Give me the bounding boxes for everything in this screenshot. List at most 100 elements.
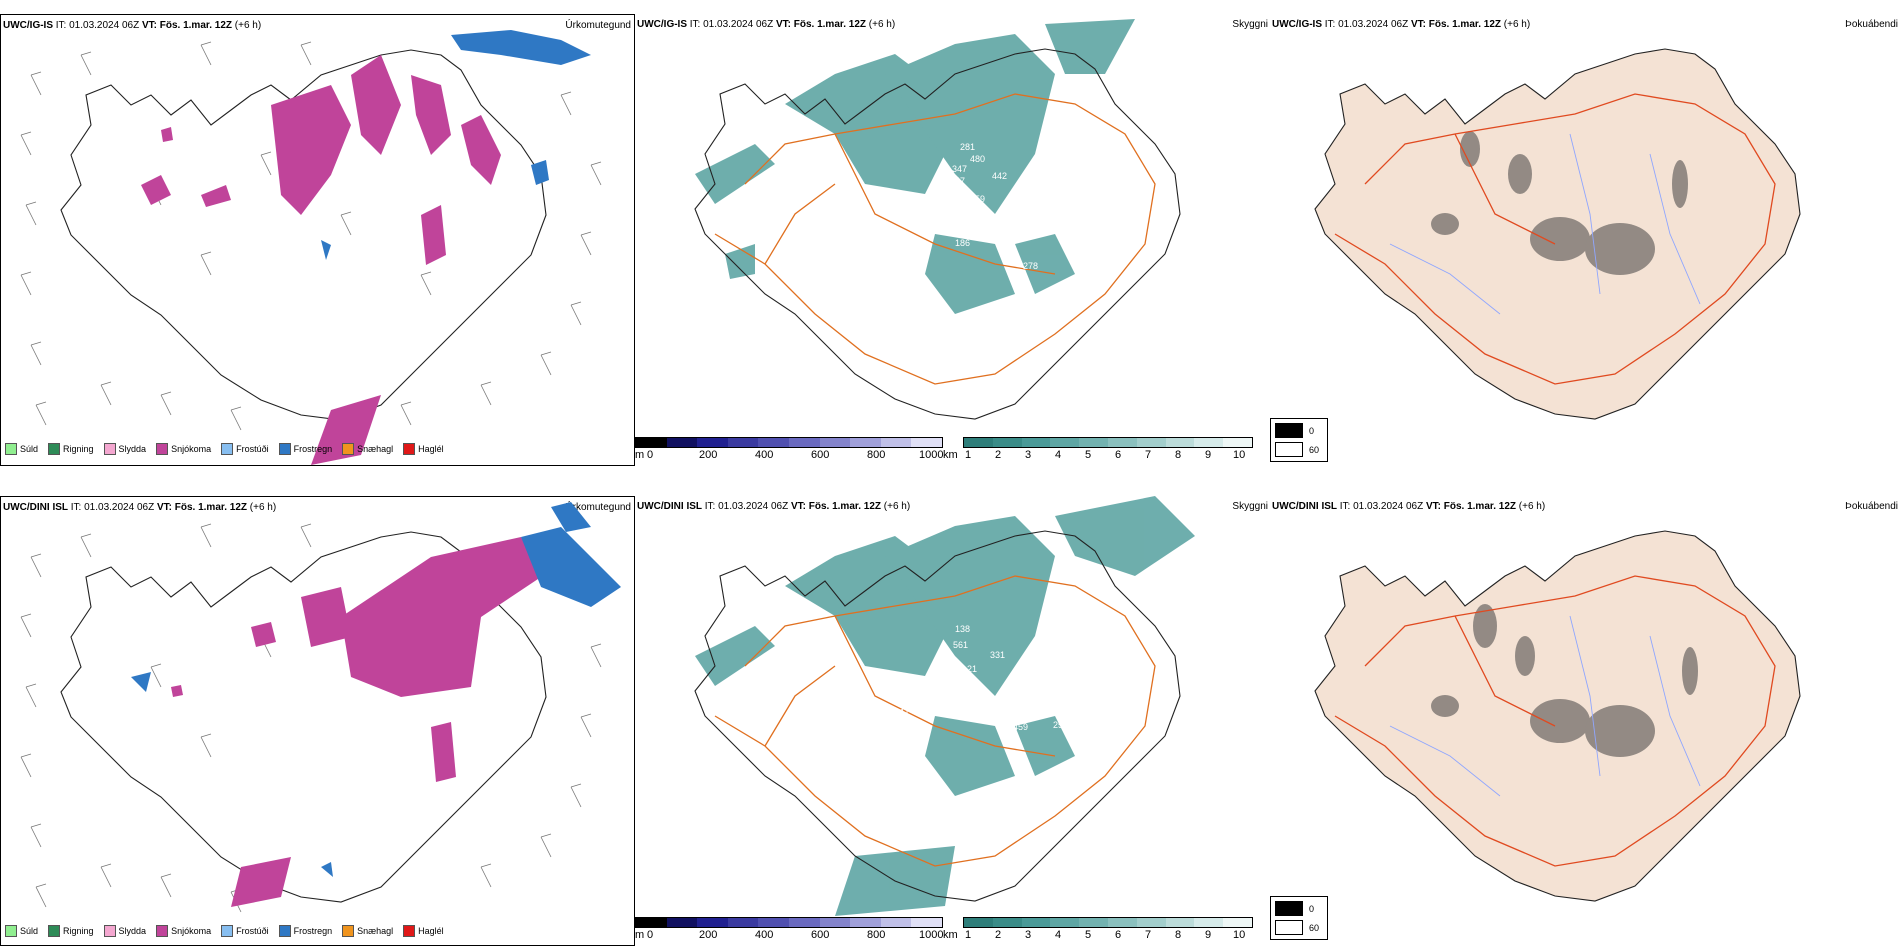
- svg-text:442: 442: [992, 171, 1007, 181]
- legend-swatch: [156, 925, 169, 937]
- legend-swatch: [103, 925, 116, 937]
- legend-item-snjokoma: Snjókoma: [156, 925, 211, 937]
- svg-text:210: 210: [1045, 678, 1060, 688]
- panel-title: UWC/IG-IS IT: 01.03.2024 06Z VT: Fös. 1.…: [637, 19, 896, 30]
- visibility-map: 138 561 331 21 289 210 205 211 459 252 1…: [694, 496, 1200, 916]
- legend-item-frostregn: Frostregn: [278, 443, 332, 455]
- svg-text:561: 561: [953, 640, 968, 650]
- fog-key: 0 60: [1270, 896, 1328, 940]
- iceland-outline: [694, 530, 1181, 902]
- rivers: [1389, 133, 1701, 315]
- legend-swatch: [48, 925, 61, 937]
- freezing-rain-areas: [321, 30, 591, 260]
- legend-swatch: [5, 443, 17, 455]
- svg-text:28: 28: [1185, 646, 1195, 656]
- legend-item-rigning: Rigning: [48, 443, 94, 455]
- precip-legend: Súld Rigning Slydda Snjókoma Frostúði Fr…: [5, 925, 444, 937]
- svg-text:188: 188: [895, 243, 910, 253]
- legend-item-frostudi: Frostúði: [221, 925, 269, 937]
- cloudbase-colorbar: m 0 200 400 600 800 1000: [635, 917, 943, 945]
- precip-legend: Súld Rigning Slydda Snjókoma Frostúði Fr…: [5, 443, 444, 455]
- svg-text:281: 281: [960, 142, 975, 152]
- legend-item-sudd: Súld: [5, 443, 38, 455]
- svg-text:21: 21: [967, 664, 977, 674]
- svg-text:331: 331: [990, 650, 1005, 660]
- svg-text:211: 211: [895, 707, 909, 717]
- precip-map: [20, 30, 602, 465]
- panel-type-label: Þokuábendi: [1845, 19, 1898, 30]
- panel-type-label: Skyggni: [1232, 501, 1268, 512]
- legend-swatch: [103, 443, 116, 455]
- svg-text:472: 472: [1185, 633, 1200, 643]
- fog-shading: [1431, 131, 1688, 275]
- legend-item-slydda: Slydda: [103, 443, 146, 455]
- cloudbase-unit: m: [635, 929, 645, 941]
- visibility-panel-top: UWC/IG-IS IT: 01.03.2024 06Z VT: Fös. 1.…: [635, 14, 1270, 466]
- legend-swatch: [156, 443, 169, 455]
- fog-shading: [1431, 604, 1698, 757]
- cloudbase-colorbar: m 0 200 400 600 800 1000: [635, 437, 943, 465]
- svg-text:459: 459: [1013, 722, 1028, 732]
- svg-text:121: 121: [1093, 261, 1108, 271]
- fog-key-swatch: [1275, 442, 1303, 457]
- svg-text:122: 122: [1115, 721, 1130, 731]
- freezing-rain-areas: [131, 502, 621, 877]
- panel-title: UWC/DINI ISL IT: 01.03.2024 06Z VT: Fös.…: [1272, 501, 1546, 512]
- panel-title: UWC/IG-IS IT: 01.03.2024 06Z VT: Fös. 1.…: [3, 20, 262, 31]
- visibility-colorbar: km 1 2 3 4 5 6 7 8 9 10: [943, 437, 1253, 465]
- svg-text:205: 205: [957, 702, 972, 712]
- legend-swatch: [403, 925, 416, 937]
- legend-swatch: [221, 443, 234, 455]
- panel-title: UWC/DINI ISL IT: 01.03.2024 06Z VT: Fös.…: [3, 502, 277, 513]
- legend-swatch: [342, 443, 355, 455]
- svg-text:278: 278: [1023, 261, 1038, 271]
- visibility-panel-bottom: UWC/DINI ISL IT: 01.03.2024 06Z VT: Fös.…: [635, 496, 1270, 946]
- legend-item-slydda: Slydda: [103, 925, 146, 937]
- svg-text:289: 289: [1059, 664, 1074, 674]
- legend-item-rigning: Rigning: [48, 925, 94, 937]
- panel-type-label: Þokuábendi: [1845, 501, 1898, 512]
- legend-item-snaehagl: Snæhagl: [342, 443, 393, 455]
- iceland-outline: [694, 48, 1181, 420]
- legend-item-frostregn: Frostregn: [278, 925, 332, 937]
- visibility-colorbar: km 1 2 3 4 5 6 7 8 9 10: [943, 917, 1253, 945]
- legend-item-frostudi: Frostúði: [221, 443, 269, 455]
- svg-text:31: 31: [911, 384, 921, 394]
- svg-text:547: 547: [950, 176, 965, 186]
- legend-item-sudd: Súld: [5, 925, 38, 937]
- svg-text:252: 252: [1053, 720, 1068, 730]
- legend-swatch: [221, 925, 234, 937]
- fog-key: 0 60: [1270, 418, 1328, 462]
- svg-text:347: 347: [952, 164, 967, 174]
- visibility-unit: km: [943, 449, 958, 461]
- svg-text:159: 159: [970, 194, 985, 204]
- visibility-areas: [695, 19, 1135, 314]
- legend-item-haglel: Haglél: [403, 443, 444, 455]
- panel-type-label: Úrkomutegund: [565, 502, 631, 513]
- legend-swatch: [278, 925, 291, 937]
- fog-index-panel-bottom: UWC/DINI ISL IT: 01.03.2024 06Z VT: Fös.…: [1270, 496, 1900, 946]
- legend-swatch: [48, 443, 61, 455]
- legend-item-haglel: Haglél: [403, 925, 444, 937]
- fog-index-panel-top: UWC/IG-IS IT: 01.03.2024 06Z VT: Fös. 1.…: [1270, 14, 1900, 466]
- visibility-unit: km: [943, 929, 958, 941]
- roads: [1334, 93, 1776, 385]
- legend-swatch: [5, 925, 17, 937]
- svg-text:374: 374: [1045, 211, 1060, 221]
- fog-map: [1314, 48, 1801, 420]
- snow-areas: [171, 537, 541, 907]
- roads: [1334, 575, 1776, 867]
- legend-item-snjokoma: Snjókoma: [156, 443, 211, 455]
- cloudbase-labels: 138 561 331 21 289 210 205 211 459 252 1…: [895, 624, 1200, 732]
- fog-map: [1314, 530, 1801, 902]
- panel-type-label: Skyggni: [1232, 19, 1268, 30]
- legend-swatch: [342, 925, 355, 937]
- precip-type-panel-top: UWC/IG-IS IT: 01.03.2024 06Z VT: Fös. 1.…: [0, 14, 635, 466]
- svg-text:138: 138: [955, 624, 970, 634]
- svg-text:186: 186: [955, 238, 970, 248]
- svg-text:150: 150: [1105, 706, 1120, 716]
- rivers: [1389, 615, 1701, 797]
- precip-map: [20, 502, 621, 913]
- fog-key-swatch: [1275, 901, 1303, 916]
- visibility-map: 281 480 347 547 442 159 745 374 186 188 …: [694, 19, 1197, 420]
